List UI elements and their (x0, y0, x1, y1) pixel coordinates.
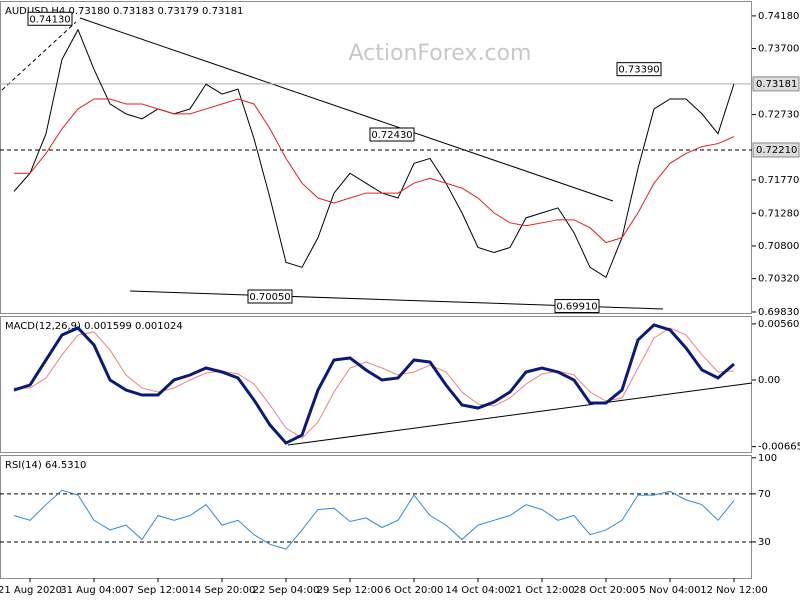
x-tick-label: 12 Nov 12:00 (700, 585, 767, 596)
trend-line (79, 17, 614, 202)
y-tick-label: 0.74180 (758, 11, 799, 22)
annotation-label: 0.73390 (618, 65, 659, 76)
y-tick-label: 0.72730 (758, 110, 799, 121)
x-tick-label: 21 Aug 2020 (0, 585, 62, 596)
y-tick-label: 30 (758, 537, 771, 548)
y-tick-label: 0.73700 (758, 44, 799, 55)
price-label: 0.72210 (756, 145, 797, 156)
panel-title: RSI(14) 64.5310 (5, 460, 86, 471)
series-line (14, 327, 735, 439)
trend-line (1, 21, 77, 91)
y-tick-label: 0.71770 (758, 175, 799, 186)
watermark: ActionForex.com (349, 41, 532, 66)
panel-title: MACD(12,26,9) 0.001599 0.001024 (5, 321, 183, 332)
y-tick-label: -0.006656 (758, 442, 800, 453)
x-tick-label: 22 Sep 04:00 (253, 585, 320, 596)
x-tick-label: 14 Sep 20:00 (189, 585, 256, 596)
annotation-box (616, 62, 662, 77)
x-tick-label: 29 Sep 12:00 (317, 585, 384, 596)
y-tick-label: 100 (758, 453, 777, 464)
x-tick-label: 14 Oct 04:00 (445, 585, 510, 596)
y-tick-label: 0.71280 (758, 208, 799, 219)
annotation-box (369, 127, 415, 142)
x-tick-label: 7 Sep 12:00 (128, 585, 188, 596)
annotation-label: 0.69910 (556, 302, 597, 313)
series-line (13, 489, 735, 550)
y-tick-label: 0.00 (758, 375, 780, 386)
annotation-label: 0.72430 (371, 130, 412, 141)
x-tick-label: 5 Nov 04:00 (639, 585, 700, 596)
x-tick-label: 21 Oct 12:00 (509, 585, 574, 596)
series-line (13, 323, 735, 445)
panel-title: AUDUSD,H4 0.73180 0.73183 0.73179 0.7318… (5, 6, 243, 17)
price-label: 0.73181 (756, 79, 797, 90)
y-tick-label: 0.70320 (758, 274, 799, 285)
annotation-box (247, 289, 293, 304)
x-tick-label: 31 Aug 04:00 (60, 585, 127, 596)
x-tick-label: 28 Oct 20:00 (573, 585, 638, 596)
y-tick-label: 0.005607 (758, 319, 800, 330)
price-label-box (752, 76, 800, 92)
annotation-label: 0.70050 (249, 292, 290, 303)
series-line (13, 28, 735, 279)
price-panel (0, 1, 752, 314)
x-tick-label: 6 Oct 20:00 (385, 585, 444, 596)
y-tick-label: 70 (758, 489, 771, 500)
price-label-box (752, 142, 800, 158)
annotation-label: 0.74130 (29, 14, 70, 25)
trend-line (287, 382, 753, 446)
annotation-box (27, 11, 73, 26)
annotation-box (554, 299, 600, 314)
macd-panel (0, 316, 752, 453)
rsi-panel (0, 455, 752, 579)
y-tick-label: 0.70800 (758, 241, 799, 252)
y-tick-label: 0.69830 (758, 307, 799, 318)
series-line (14, 98, 735, 244)
